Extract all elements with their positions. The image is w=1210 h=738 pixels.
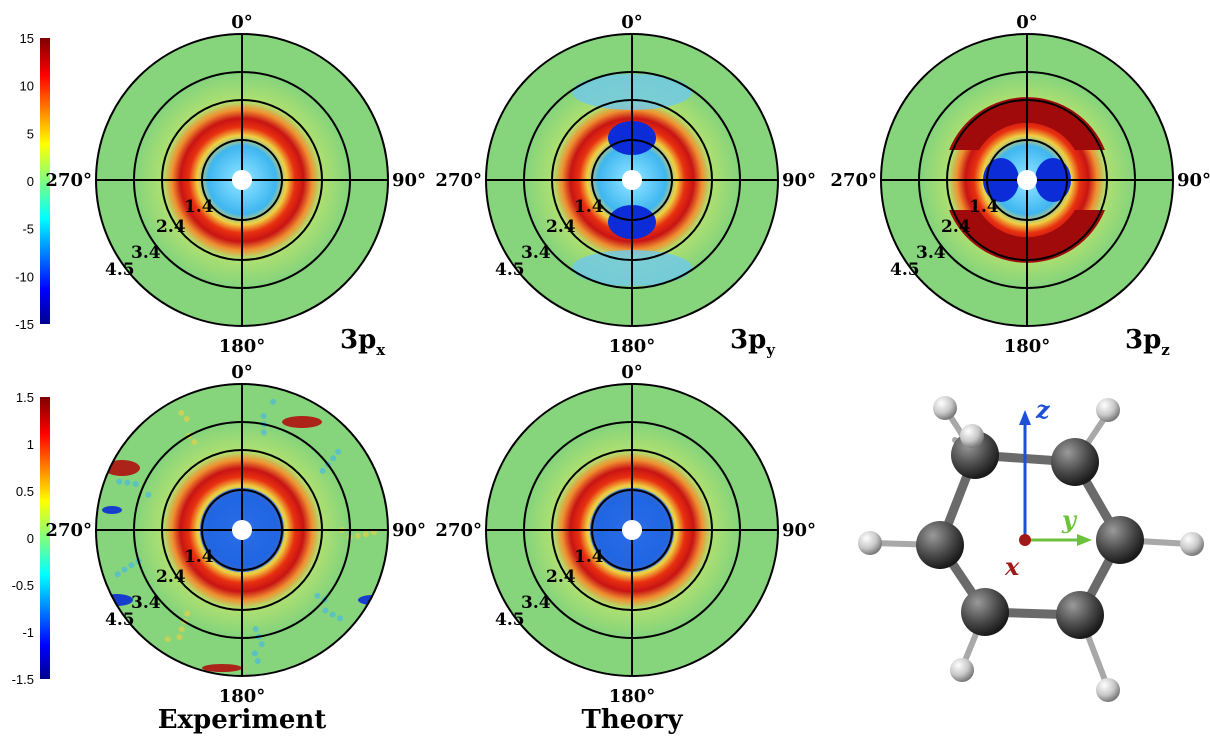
polar-panel-thy-3py: 0° 90° 180° 270° 1.42.4 3.44.5 3py	[435, 12, 816, 359]
radius-label: 2.4	[941, 217, 971, 237]
angle-label-bottom: 180°	[609, 686, 656, 707]
molecule-axes: z y x	[1004, 395, 1092, 581]
radius-label: 3.4	[131, 593, 161, 613]
angle-label-right: 90°	[1177, 170, 1210, 191]
polar-panel-exp-sum: 0° 90° 180° 270° 1.42.4 3.44.5	[45, 362, 426, 707]
colorbar-tick-label: -10	[15, 269, 34, 284]
carbon-atoms	[916, 431, 1144, 639]
angle-label-top: 0°	[1016, 12, 1038, 33]
colorbar-top: 15 10 5 0 -5 -10 -15	[15, 31, 50, 332]
label-experiment: Experiment	[158, 705, 327, 735]
label-theory: Theory	[582, 705, 684, 735]
angle-label-left: 270°	[830, 170, 877, 191]
polar-panel-exp-3px: 0° 90° 180° 270° 1.42.4 3.44.5 3px	[45, 12, 426, 359]
polar-panel-thy-sum: 0° 90° 180° 270° 1.42.4 3.44.5	[435, 362, 816, 707]
polar-center	[232, 520, 252, 540]
axis-label-x: x	[1004, 552, 1020, 581]
polar-center	[1017, 170, 1037, 190]
angle-label-top: 0°	[621, 12, 643, 33]
radius-label: 3.4	[131, 243, 161, 263]
radius-label: 3.4	[521, 243, 551, 263]
angle-label-top: 0°	[231, 362, 253, 383]
colorbar-tick-label: 0	[27, 174, 34, 189]
polar-panel-thy-3pz: 0° 90° 180° 270° 1.42.4 3.44.5 3pz	[830, 12, 1210, 359]
radius-label: 1.4	[574, 197, 604, 217]
angle-label-bottom: 180°	[609, 336, 656, 357]
colorbar-tick-label: 0.5	[16, 484, 34, 499]
radius-label: 3.4	[521, 593, 551, 613]
angle-label-right: 90°	[392, 170, 426, 191]
colorbar-tick-label: 1	[27, 437, 34, 452]
radius-label: 1.4	[574, 547, 604, 567]
angle-label-bottom: 180°	[219, 686, 266, 707]
benzene-molecule-illustration: z y x	[858, 395, 1204, 702]
colorbar-tick-label: 5	[27, 126, 34, 141]
polar-density-map	[486, 34, 778, 326]
panel-label: 3py	[730, 325, 776, 359]
angle-label-left: 270°	[435, 170, 482, 191]
axis-label-y: y	[1061, 505, 1078, 534]
colorbar-bottom: 1.5 1 0.5 0 -0.5 -1 -1.5	[12, 390, 50, 687]
polar-panels: 0°90°180°270°1.42.43.44.53px0°90°180°270…	[45, 12, 1210, 707]
colorbar-tick-label: -5	[22, 222, 34, 237]
radius-label: 4.5	[105, 610, 135, 630]
angle-label-bottom: 180°	[1004, 336, 1051, 357]
colorbar-tick-label: 15	[20, 31, 34, 46]
colorbar-gradient	[40, 38, 50, 324]
polar-center	[622, 170, 642, 190]
molecule-bonds	[935, 450, 1125, 620]
angle-label-right: 90°	[782, 170, 816, 191]
panel-label-subscript: z	[1161, 341, 1170, 359]
colorbar-tick-label: -15	[15, 317, 34, 332]
radius-label: 4.5	[495, 610, 525, 630]
radius-label: 4.5	[105, 260, 135, 280]
radius-label: 1.4	[184, 197, 214, 217]
colorbar-gradient	[40, 397, 50, 679]
hydrogen-atoms	[858, 396, 1204, 702]
panel-label-subscript: y	[765, 341, 776, 359]
colorbar-tick-label: 1.5	[16, 390, 34, 405]
radius-label: 4.5	[890, 260, 920, 280]
colorbar-tick-label: -1	[22, 625, 34, 640]
polar-center	[232, 170, 252, 190]
angle-label-left: 270°	[45, 520, 92, 541]
colorbar-tick-label: 10	[20, 79, 34, 94]
angle-label-left: 270°	[435, 520, 482, 541]
radius-label: 1.4	[184, 547, 214, 567]
panel-label-subscript: x	[376, 341, 386, 359]
radius-label: 2.4	[156, 567, 186, 587]
radius-label: 3.4	[916, 243, 946, 263]
angle-label-right: 90°	[392, 520, 426, 541]
colorbar-tick-label: 0	[27, 531, 34, 546]
radius-label: 2.4	[546, 217, 576, 237]
angle-label-top: 0°	[621, 362, 643, 383]
radius-label: 2.4	[546, 567, 576, 587]
colorbars: 15 10 5 0 -5 -10 -15 1.5 1 0.5 0 -0.5 -1 -1.5	[12, 31, 50, 687]
angle-label-bottom: 180°	[219, 336, 266, 357]
angle-label-left: 270°	[45, 170, 92, 191]
colorbar-tick-label: -0.5	[12, 578, 34, 593]
radius-label: 4.5	[495, 260, 525, 280]
angle-label-top: 0°	[231, 12, 253, 33]
colorbar-tick-label: -1.5	[12, 672, 34, 687]
radius-label: 2.4	[156, 217, 186, 237]
radius-label: 1.4	[969, 197, 999, 217]
polar-center	[622, 520, 642, 540]
axis-label-z: z	[1035, 395, 1051, 424]
panel-label: 3px	[340, 325, 386, 359]
panel-label: 3pz	[1125, 325, 1170, 359]
angle-label-right: 90°	[782, 520, 816, 541]
